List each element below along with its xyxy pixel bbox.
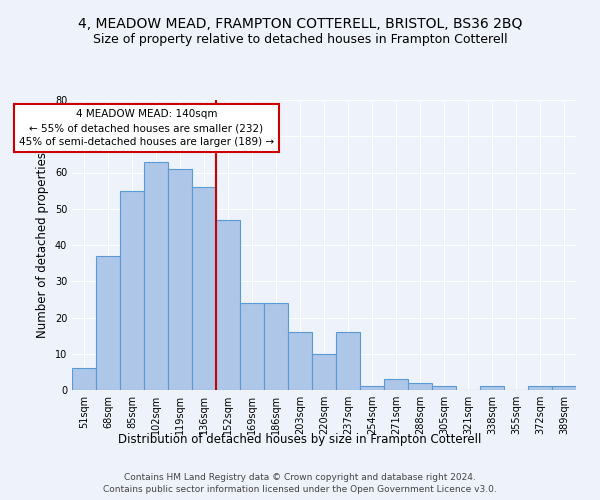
Bar xyxy=(480,386,504,390)
Bar xyxy=(72,368,96,390)
Bar xyxy=(264,303,288,390)
Bar xyxy=(216,220,240,390)
Bar xyxy=(528,386,552,390)
Bar xyxy=(384,379,408,390)
Bar xyxy=(552,386,576,390)
Bar xyxy=(408,383,432,390)
Text: 4 MEADOW MEAD: 140sqm
← 55% of detached houses are smaller (232)
45% of semi-det: 4 MEADOW MEAD: 140sqm ← 55% of detached … xyxy=(19,109,274,147)
Bar xyxy=(144,162,168,390)
Text: Contains public sector information licensed under the Open Government Licence v3: Contains public sector information licen… xyxy=(103,485,497,494)
Y-axis label: Number of detached properties: Number of detached properties xyxy=(36,152,49,338)
Bar xyxy=(336,332,360,390)
Bar xyxy=(432,386,456,390)
Bar xyxy=(120,190,144,390)
Text: Contains HM Land Registry data © Crown copyright and database right 2024.: Contains HM Land Registry data © Crown c… xyxy=(124,472,476,482)
Bar xyxy=(360,386,384,390)
Bar xyxy=(168,169,192,390)
Bar xyxy=(192,187,216,390)
Bar xyxy=(312,354,336,390)
Text: Distribution of detached houses by size in Frampton Cotterell: Distribution of detached houses by size … xyxy=(118,432,482,446)
Bar xyxy=(288,332,312,390)
Bar xyxy=(240,303,264,390)
Text: Size of property relative to detached houses in Frampton Cotterell: Size of property relative to detached ho… xyxy=(92,32,508,46)
Bar xyxy=(96,256,120,390)
Text: 4, MEADOW MEAD, FRAMPTON COTTERELL, BRISTOL, BS36 2BQ: 4, MEADOW MEAD, FRAMPTON COTTERELL, BRIS… xyxy=(78,18,522,32)
